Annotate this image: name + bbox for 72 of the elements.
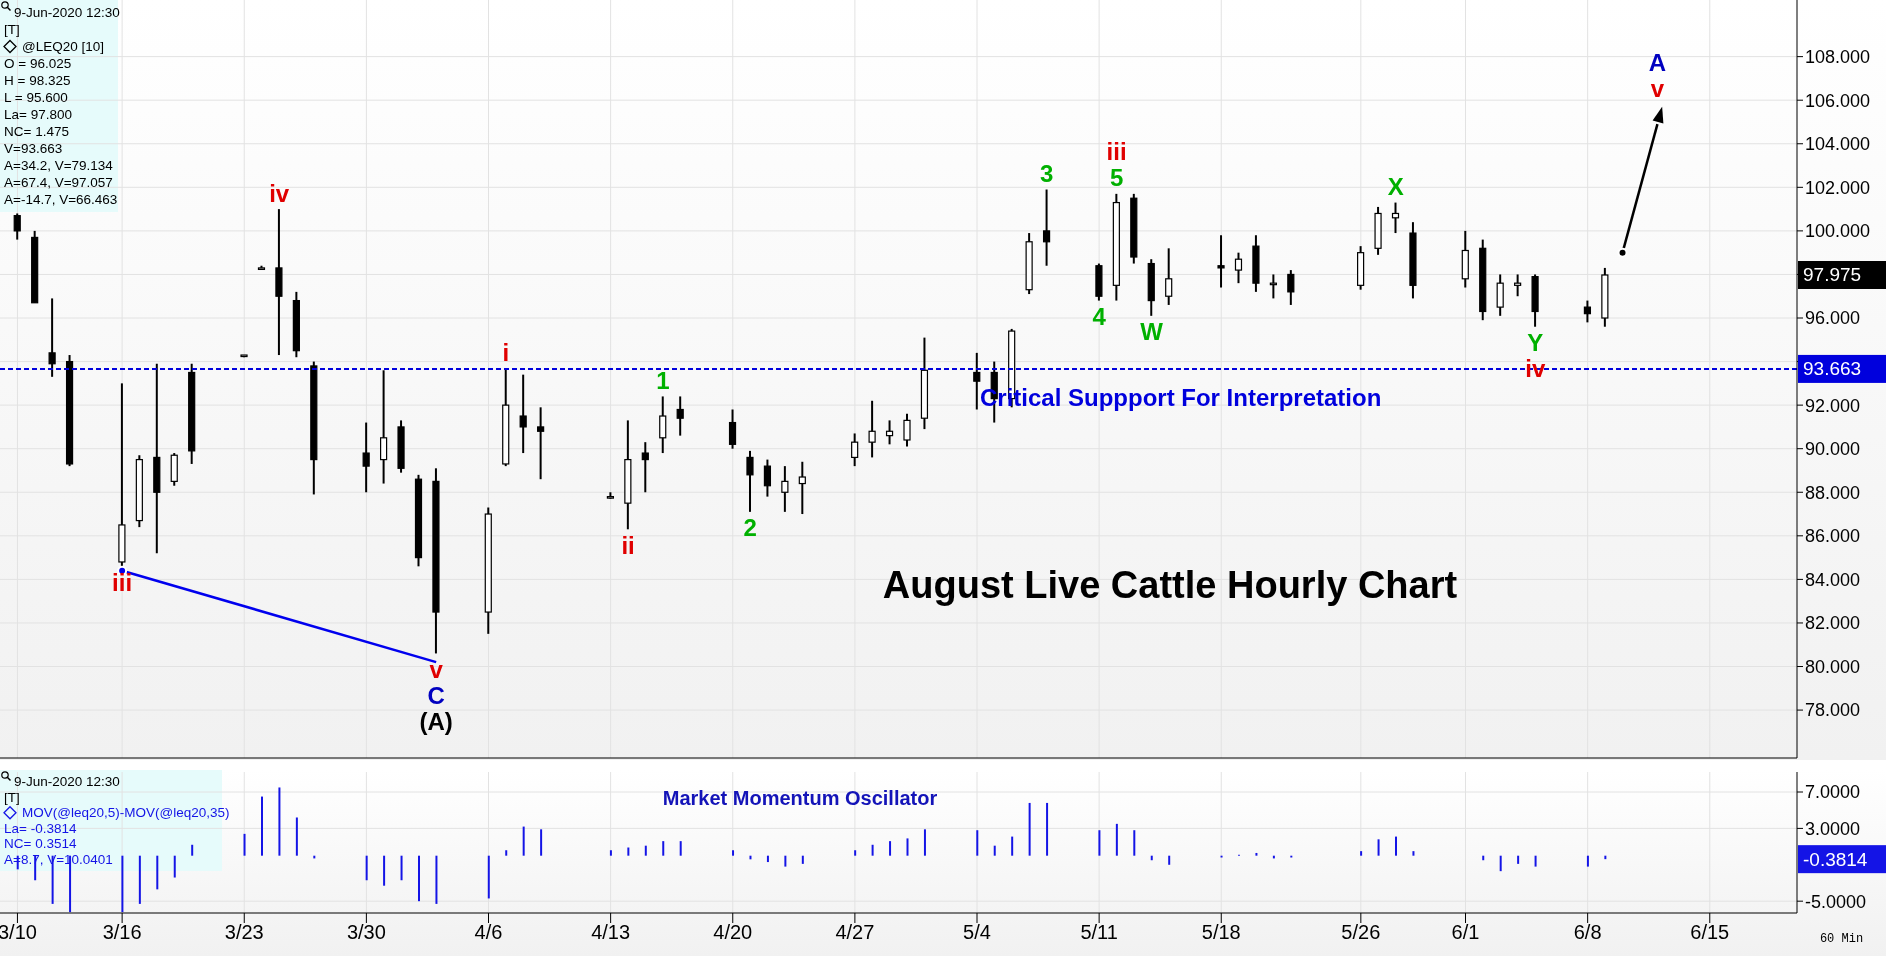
annotation: X (1387, 173, 1404, 201)
annotation: (A) (419, 707, 453, 735)
x-tick-label: 6/8 (1573, 921, 1602, 944)
annotation: H = 98.325 (4, 73, 71, 88)
text: August Live Cattle Hourly Chart (882, 564, 1458, 606)
y-tick-label: 90.000 (1805, 439, 1861, 460)
annotation: Y (1527, 329, 1544, 357)
y-tick-label: 7.0000 (1805, 782, 1861, 803)
x-tick-label: 6/15 (1690, 921, 1730, 944)
y-tick-label: -5.0000 (1805, 891, 1867, 912)
annotation: v (1650, 74, 1665, 102)
y-tick-label: 92.000 (1805, 395, 1861, 416)
annotation: La= 97.800 (4, 107, 72, 122)
annotation: A=67.4, V=97.057 (4, 175, 113, 190)
y-tick-label: 80.000 (1805, 656, 1861, 677)
x-tick-label: 3/23 (224, 921, 264, 944)
annotation: i (502, 338, 510, 366)
y-tick-label: 108.000 (1805, 47, 1871, 68)
annotation: 9-Jun-2020 12:30 (14, 5, 120, 20)
y-tick-label: 102.000 (1805, 177, 1871, 198)
x-tick-label: 5/4 (963, 921, 991, 944)
annotation: v (429, 655, 444, 683)
y-tick-label: 100.000 (1805, 221, 1871, 242)
x-tick-label: 4/27 (835, 921, 875, 944)
text: -0.3814 (1803, 848, 1868, 870)
annotation: @LEQ20 [10] (22, 39, 105, 54)
annotation: A=34.2, V=79.134 (4, 158, 114, 173)
legend-label: MOV(@leq20,5)-MOV(@leq20,35) (22, 805, 230, 821)
y-tick-label: 78.000 (1805, 700, 1861, 721)
x-tick-label: 4/13 (591, 921, 631, 944)
y-tick-label: 104.000 (1805, 134, 1871, 155)
annotation: L = 95.600 (4, 90, 68, 105)
annotation: iii (1106, 138, 1127, 166)
annotation: [T] (4, 789, 20, 805)
y-tick-label: 88.000 (1805, 482, 1861, 503)
x-tick-label: 3/30 (346, 921, 386, 944)
annotation: C (427, 681, 445, 709)
annotation: V=93.663 (4, 141, 63, 156)
y-tick-label: 3.0000 (1805, 818, 1861, 839)
annotation: La= -0.3814 (4, 820, 77, 836)
annotation: iv (269, 179, 290, 207)
annotation: iii (112, 568, 133, 596)
annotation: A=-14.7, V=66.463 (4, 192, 118, 207)
annotation: 5 (1109, 164, 1124, 192)
x-tick-label: 5/18 (1201, 921, 1241, 944)
x-tick-label: 6/1 (1451, 921, 1480, 944)
annotation: 1 (656, 366, 670, 394)
text: Market Momentum Oscillator (662, 787, 938, 809)
y-tick-label: 84.000 (1805, 569, 1861, 590)
annotation: 4 (1092, 303, 1107, 331)
annotation: 3 (1040, 160, 1054, 187)
x-tick-label: 5/26 (1341, 921, 1381, 944)
annotation: 2 (743, 514, 757, 542)
y-tick-label: 96.000 (1805, 308, 1861, 329)
text: 97.975 (1803, 264, 1862, 286)
y-tick-label: 106.000 (1805, 90, 1871, 111)
annotation: ii (621, 531, 635, 559)
x-tick-label: 3/16 (102, 921, 142, 944)
y-tick-label: 82.000 (1805, 613, 1861, 634)
y-tick-label: 86.000 (1805, 526, 1861, 547)
annotation: 93.663 (1803, 358, 1862, 380)
annotation: [T] (4, 22, 20, 37)
annotation: NC= 1.475 (4, 124, 69, 139)
x-tick-label: 4/20 (713, 921, 753, 944)
annotation: O = 96.025 (4, 56, 72, 71)
annotation: W (1140, 318, 1164, 346)
x-axis-title: 60 Min (1819, 932, 1864, 946)
x-tick-label: 5/11 (1080, 921, 1118, 944)
annotation: NC= 0.3514 (4, 836, 77, 852)
annotation: 9-Jun-2020 12:30 (14, 774, 120, 790)
x-tick-label: 4/6 (474, 921, 503, 944)
annotation: A (1648, 48, 1667, 76)
